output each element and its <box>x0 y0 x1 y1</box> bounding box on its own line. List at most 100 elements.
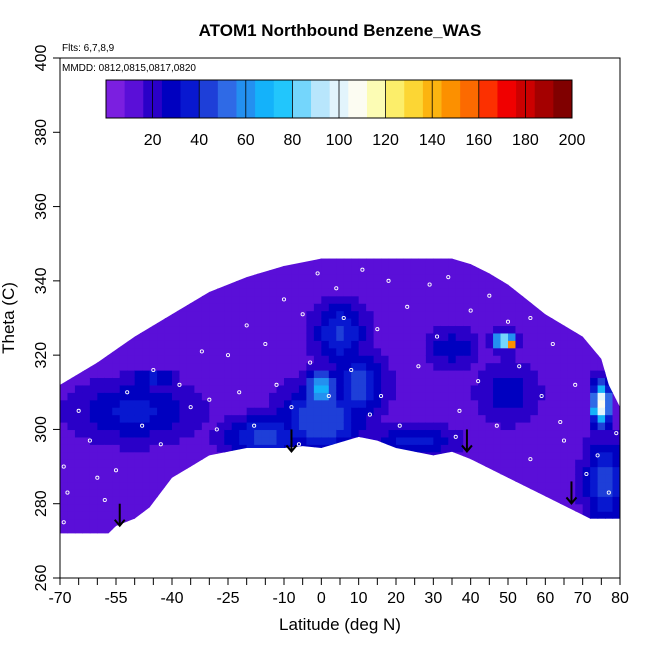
heatmap-cell <box>104 518 113 527</box>
heatmap-cell <box>478 295 487 304</box>
heatmap-cell <box>261 488 270 497</box>
heatmap-cell <box>306 392 315 401</box>
heatmap-cell <box>60 496 69 505</box>
heatmap-cell <box>321 362 330 371</box>
heatmap-cell <box>433 436 442 445</box>
heatmap-cell <box>67 258 76 260</box>
heatmap-cell <box>381 384 390 393</box>
heatmap-cell <box>209 474 218 483</box>
heatmap-cell <box>381 347 390 356</box>
heatmap-cell <box>485 414 494 423</box>
heatmap-cell <box>590 303 599 312</box>
heatmap-cell <box>321 347 330 356</box>
heatmap-cell <box>127 280 136 289</box>
heatmap-cell <box>381 288 390 297</box>
heatmap-cell <box>381 488 390 497</box>
heatmap-cell <box>530 451 539 460</box>
heatmap-cell <box>313 273 322 282</box>
heatmap-cell <box>582 466 591 475</box>
heatmap-cell <box>440 377 449 386</box>
sample-point <box>177 382 182 387</box>
sample-point <box>289 405 294 410</box>
heatmap-cell <box>269 533 277 541</box>
heatmap-cell <box>530 332 539 341</box>
heatmap-cell <box>552 474 561 483</box>
heatmap-cell <box>246 362 255 371</box>
heatmap-cell <box>291 362 300 371</box>
heatmap-cell <box>433 526 442 534</box>
heatmap-cell <box>321 280 330 289</box>
heatmap-cell <box>60 526 69 534</box>
heatmap-cell <box>209 451 218 460</box>
heatmap-cell <box>254 518 263 527</box>
heatmap-cell <box>276 384 285 393</box>
heatmap-cell <box>612 481 620 490</box>
heatmap-cell <box>261 511 270 520</box>
heatmap-cell <box>455 310 464 319</box>
heatmap-cell <box>545 496 554 505</box>
heatmap-cell <box>119 511 128 520</box>
heatmap-cell <box>284 436 293 445</box>
heatmap-cell <box>216 303 225 312</box>
heatmap-cell <box>172 288 181 297</box>
heatmap-cell <box>328 459 337 468</box>
heatmap-cell <box>470 266 479 275</box>
heatmap-cell <box>298 481 307 490</box>
heatmap-cell <box>321 258 330 260</box>
heatmap-cell <box>202 533 210 541</box>
heatmap-cell <box>224 488 233 497</box>
heatmap-cell <box>351 340 360 349</box>
heatmap-cell <box>537 459 546 468</box>
heatmap-cell <box>321 451 330 460</box>
heatmap-cell <box>410 511 419 520</box>
heatmap-cell <box>112 399 121 408</box>
heatmap-cell <box>313 280 322 289</box>
heatmap-cell <box>82 258 91 267</box>
heatmap-cell <box>127 258 136 260</box>
heatmap-cell <box>582 451 591 460</box>
heatmap-cell <box>500 429 509 438</box>
heatmap-cell <box>186 429 195 438</box>
heatmap-cell <box>582 511 591 520</box>
heatmap-cell <box>97 451 106 460</box>
heatmap-cell <box>284 355 293 364</box>
heatmap-cell <box>373 295 382 304</box>
heatmap-cell <box>448 518 457 527</box>
heatmap-cell <box>575 370 584 379</box>
heatmap-cell <box>366 325 375 334</box>
sample-point <box>379 393 384 399</box>
heatmap-cell <box>172 503 181 512</box>
heatmap-cell <box>470 280 479 289</box>
heatmap-cell <box>537 429 546 438</box>
heatmap-cell <box>381 377 390 386</box>
colorbar-tick-label: 100 <box>326 132 353 149</box>
heatmap-cell <box>537 362 546 371</box>
heatmap-cell <box>448 377 457 386</box>
heatmap-cell <box>336 347 345 356</box>
heatmap-cell <box>418 429 427 438</box>
heatmap-cell <box>425 325 434 334</box>
heatmap-cell <box>463 310 472 319</box>
heatmap-cell <box>336 503 345 512</box>
heatmap-cell <box>388 496 397 505</box>
heatmap-cell <box>425 459 434 468</box>
heatmap-cell <box>306 377 315 386</box>
heatmap-cell <box>358 370 367 379</box>
heatmap-cell <box>306 384 315 393</box>
heatmap-cell <box>89 295 98 304</box>
heatmap-cell <box>239 511 248 520</box>
heatmap-cell <box>545 459 554 468</box>
sample-point <box>225 353 231 358</box>
heatmap-cell <box>246 273 255 282</box>
heatmap-cell <box>552 362 561 371</box>
heatmap-cell <box>209 266 218 275</box>
heatmap-cell <box>186 414 195 423</box>
heatmap-cell <box>261 258 270 267</box>
heatmap-cell <box>74 399 83 408</box>
heatmap-cell <box>291 392 300 401</box>
heatmap-cell <box>201 332 210 341</box>
heatmap-cell <box>425 362 434 371</box>
heatmap-cell <box>508 355 517 364</box>
x-tick-label: 60 <box>536 590 554 607</box>
heatmap-cell <box>239 526 248 534</box>
